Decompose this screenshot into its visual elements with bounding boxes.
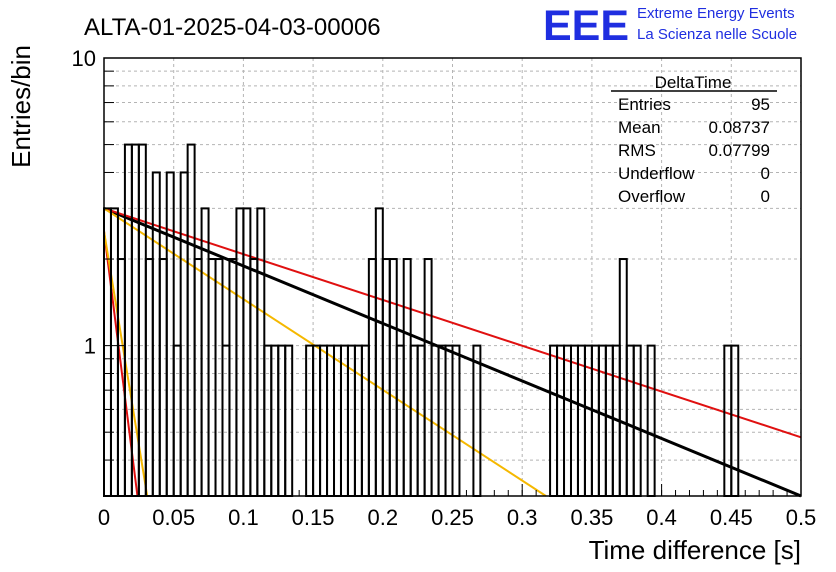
histogram-bar — [326, 344, 336, 498]
histogram-bar — [151, 171, 161, 497]
y-tick-label: 1 — [84, 334, 96, 359]
histogram-bar — [597, 344, 607, 498]
fit-curve — [103, 207, 802, 439]
eee-logo-mark: EEE — [543, 2, 629, 50]
stats-label-rms: RMS — [618, 141, 656, 160]
histogram-bar — [333, 344, 342, 498]
histogram-bar — [556, 344, 566, 498]
histogram-bar — [263, 344, 273, 498]
histogram-bar — [563, 344, 572, 498]
histogram-bar — [625, 344, 635, 498]
eee-logo-line1: Extreme Energy Events — [637, 5, 795, 22]
histogram-bar — [646, 344, 656, 498]
histogram-bar — [569, 344, 579, 498]
x-tick-label: 0.15 — [292, 505, 335, 530]
histogram-bar — [730, 344, 740, 498]
stats-label-mean: Mean — [618, 118, 661, 137]
stats-label-underflow: Underflow — [618, 164, 695, 183]
stats-value-rms: 0.07799 — [709, 141, 770, 160]
stats-value-entries: 95 — [751, 95, 770, 114]
histogram-bar — [604, 344, 614, 498]
histogram-bar — [165, 171, 175, 497]
x-tick-label: 0.05 — [152, 505, 195, 530]
x-tick-label: 0.4 — [646, 505, 677, 530]
histogram-bar — [284, 344, 294, 498]
chart-title: ALTA-01-2025-04-03-00006 — [84, 14, 381, 41]
histogram-bar — [416, 344, 426, 498]
histogram-bar — [409, 344, 419, 498]
histogram-bar — [242, 207, 252, 498]
histogram-bar — [437, 344, 447, 498]
histogram-bar — [312, 344, 322, 498]
y-tick-labels: 1 10 — [72, 46, 96, 359]
histogram-bar — [137, 143, 147, 497]
histogram-bar — [395, 344, 405, 498]
x-tick-label: 0.1 — [228, 505, 259, 530]
stats-value-overflow: 0 — [761, 187, 770, 206]
stats-value-mean: 0.08737 — [709, 118, 770, 137]
histogram-bar — [305, 344, 315, 498]
stats-title: DeltaTime — [655, 73, 732, 92]
histogram-bar — [549, 344, 559, 498]
histogram-bar — [632, 344, 642, 498]
histogram-bar — [277, 344, 287, 498]
histogram-bar — [472, 344, 482, 498]
grid-lines — [104, 58, 801, 496]
histogram-bar — [270, 344, 280, 498]
histogram-bar — [319, 344, 329, 498]
axis-ticks — [103, 57, 802, 497]
y-axis-label: Entries/bin — [6, 45, 36, 168]
eee-logo-line2: La Scienza nelle Scuole — [637, 26, 797, 43]
x-tick-label: 0.35 — [570, 505, 613, 530]
stats-box: DeltaTime Entries 95 Mean 0.08737 RMS 0.… — [611, 73, 777, 206]
histogram-bar — [256, 207, 266, 498]
stats-label-overflow: Overflow — [618, 187, 686, 206]
x-tick-label: 0.45 — [710, 505, 753, 530]
x-tick-label: 0.3 — [507, 505, 538, 530]
histogram-bar — [430, 344, 440, 498]
histogram-bar — [179, 171, 189, 497]
histogram-bar — [374, 207, 384, 498]
histogram-bar — [444, 344, 454, 498]
histogram-bar — [360, 344, 370, 498]
histogram-bar — [451, 344, 461, 498]
y-tick-label: 10 — [72, 46, 96, 71]
histogram-bar — [339, 344, 349, 498]
fit-curve — [103, 207, 547, 497]
histogram-bar — [353, 344, 363, 498]
histogram-bar — [723, 344, 733, 498]
x-tick-label: 0.2 — [368, 505, 399, 530]
x-axis-label: Time difference [s] — [589, 535, 801, 565]
x-tick-label: 0.5 — [786, 505, 817, 530]
stats-label-entries: Entries — [618, 95, 671, 114]
histogram-bar — [172, 344, 182, 498]
x-tick-label: 0.25 — [431, 505, 474, 530]
histogram-bar — [576, 344, 586, 498]
histogram-bar — [109, 207, 119, 498]
stats-value-underflow: 0 — [761, 164, 770, 183]
x-tick-labels: 0 0.05 0.1 0.15 0.2 0.25 0.3 0.35 0.4 0.45 0.5 — [98, 505, 816, 530]
histogram-bar — [221, 344, 231, 498]
histogram-bar — [186, 143, 196, 497]
x-tick-label: 0 — [98, 505, 110, 530]
